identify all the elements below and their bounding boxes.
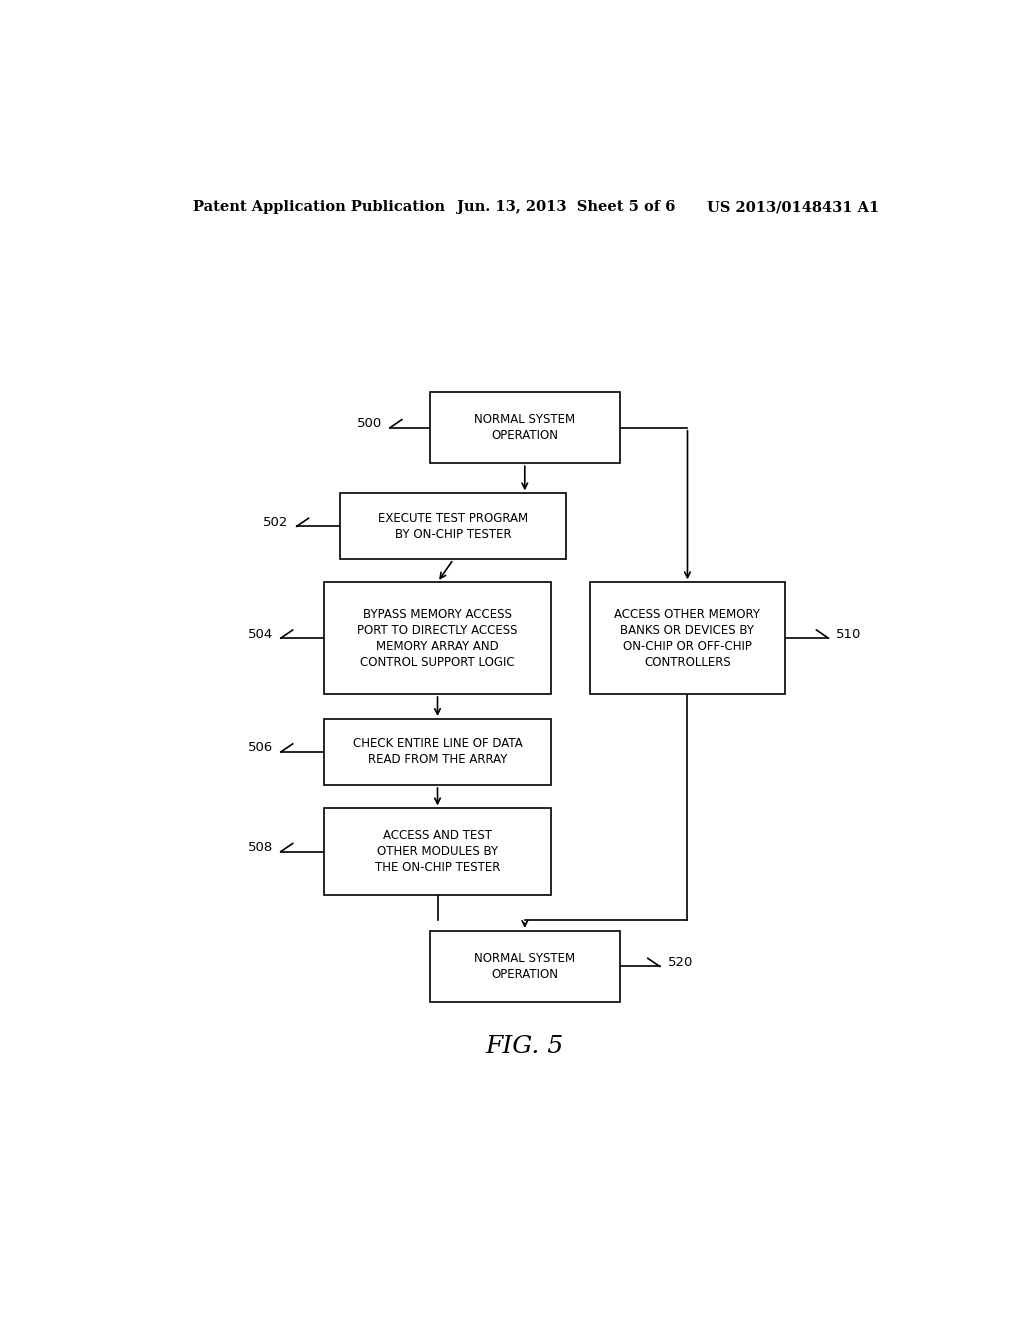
FancyBboxPatch shape bbox=[325, 719, 551, 785]
Text: NORMAL SYSTEM
OPERATION: NORMAL SYSTEM OPERATION bbox=[474, 952, 575, 981]
Text: FIG. 5: FIG. 5 bbox=[485, 1035, 564, 1059]
Text: EXECUTE TEST PROGRAM
BY ON-CHIP TESTER: EXECUTE TEST PROGRAM BY ON-CHIP TESTER bbox=[378, 512, 528, 541]
Text: NORMAL SYSTEM
OPERATION: NORMAL SYSTEM OPERATION bbox=[474, 413, 575, 442]
Text: 510: 510 bbox=[837, 627, 861, 640]
Text: 508: 508 bbox=[248, 841, 272, 854]
Text: 504: 504 bbox=[248, 627, 272, 640]
Text: BYPASS MEMORY ACCESS
PORT TO DIRECTLY ACCESS
MEMORY ARRAY AND
CONTROL SUPPORT LO: BYPASS MEMORY ACCESS PORT TO DIRECTLY AC… bbox=[357, 607, 518, 669]
Text: Patent Application Publication: Patent Application Publication bbox=[194, 201, 445, 214]
FancyBboxPatch shape bbox=[430, 931, 620, 1002]
FancyBboxPatch shape bbox=[340, 494, 566, 560]
FancyBboxPatch shape bbox=[325, 808, 551, 895]
FancyBboxPatch shape bbox=[325, 582, 551, 694]
Text: 502: 502 bbox=[263, 516, 289, 529]
Text: US 2013/0148431 A1: US 2013/0148431 A1 bbox=[708, 201, 880, 214]
FancyBboxPatch shape bbox=[430, 392, 620, 463]
Text: ACCESS AND TEST
OTHER MODULES BY
THE ON-CHIP TESTER: ACCESS AND TEST OTHER MODULES BY THE ON-… bbox=[375, 829, 500, 874]
Text: Jun. 13, 2013  Sheet 5 of 6: Jun. 13, 2013 Sheet 5 of 6 bbox=[458, 201, 676, 214]
Text: ACCESS OTHER MEMORY
BANKS OR DEVICES BY
ON-CHIP OR OFF-CHIP
CONTROLLERS: ACCESS OTHER MEMORY BANKS OR DEVICES BY … bbox=[614, 607, 761, 669]
Text: 506: 506 bbox=[248, 742, 272, 755]
FancyBboxPatch shape bbox=[590, 582, 784, 694]
Text: 500: 500 bbox=[356, 417, 382, 430]
Text: 520: 520 bbox=[668, 956, 693, 969]
Text: CHECK ENTIRE LINE OF DATA
READ FROM THE ARRAY: CHECK ENTIRE LINE OF DATA READ FROM THE … bbox=[352, 738, 522, 767]
